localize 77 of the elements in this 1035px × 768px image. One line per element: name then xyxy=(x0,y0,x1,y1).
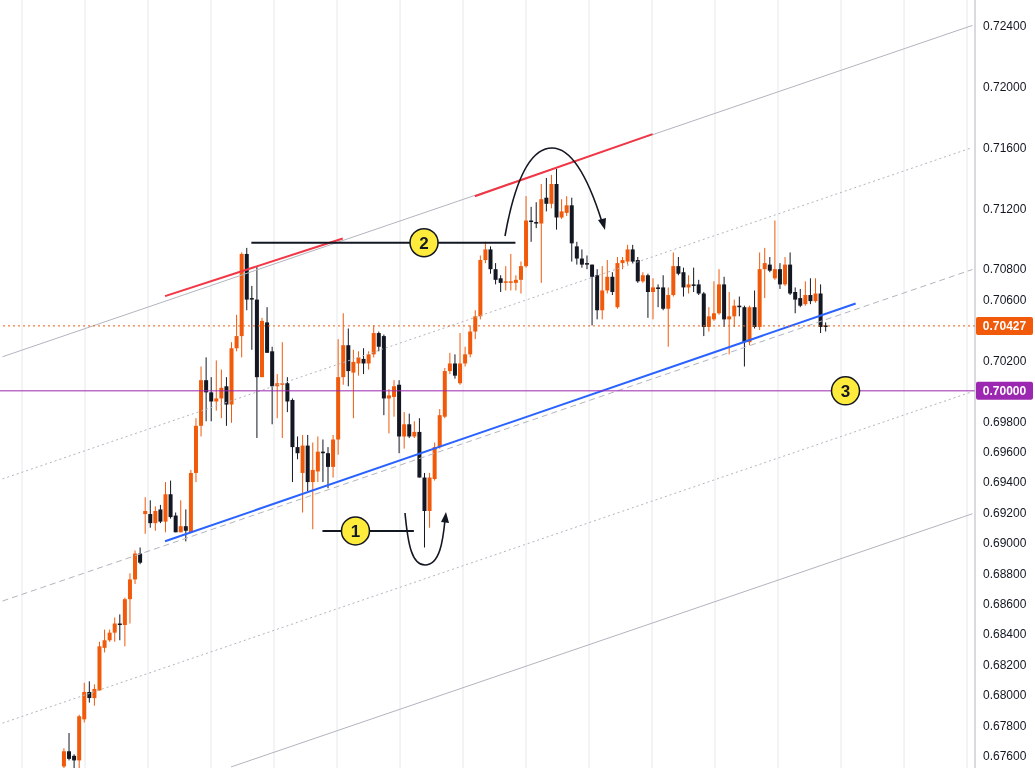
ref-line-label: 0.70000 xyxy=(982,383,1027,398)
y-tick-label: 0.70600 xyxy=(983,292,1027,307)
candlestick xyxy=(143,496,148,535)
y-tick-label: 0.71600 xyxy=(983,140,1027,155)
candlestick xyxy=(584,254,589,270)
candlestick xyxy=(513,274,518,291)
ref-line-label: 0.70427 xyxy=(982,318,1027,333)
candlestick xyxy=(625,244,630,266)
candlestick xyxy=(61,747,66,768)
candlestick xyxy=(148,499,153,529)
candlestick xyxy=(452,353,457,380)
y-tick-label: 0.68000 xyxy=(983,688,1027,703)
candlestick xyxy=(67,732,72,761)
annotation: 2 xyxy=(419,233,429,253)
y-tick-label: 0.70200 xyxy=(983,353,1027,368)
candlestick xyxy=(224,376,229,427)
candlestick xyxy=(204,356,209,422)
y-tick-label: 0.70800 xyxy=(983,262,1027,277)
candlestick xyxy=(315,435,320,483)
y-tick-label: 0.72400 xyxy=(983,19,1027,34)
y-tick-label: 0.69800 xyxy=(983,414,1027,429)
candlestick xyxy=(209,376,214,422)
candlestick xyxy=(803,280,808,307)
candlestick xyxy=(752,289,757,329)
candlestick xyxy=(87,680,92,704)
y-tick-label: 0.71200 xyxy=(983,201,1027,216)
candlestick xyxy=(772,220,777,281)
candlestick xyxy=(686,274,691,295)
candlestick xyxy=(518,261,523,295)
y-tick-label: 0.69600 xyxy=(983,444,1027,459)
candlestick xyxy=(651,277,655,320)
candlestick xyxy=(813,277,818,304)
candlestick xyxy=(183,508,188,542)
candlestick xyxy=(600,265,605,320)
annotation: 3 xyxy=(840,381,851,401)
candlestick xyxy=(178,499,183,533)
y-tick-label: 0.69000 xyxy=(983,536,1027,551)
candlestick xyxy=(544,177,549,212)
candlestick xyxy=(488,245,493,275)
candlestick xyxy=(777,262,782,290)
candlestick xyxy=(463,346,468,368)
candlestick xyxy=(447,352,452,375)
candlestick xyxy=(112,616,117,643)
annotation: 1 xyxy=(350,521,361,541)
candlestick xyxy=(656,283,661,308)
candlestick xyxy=(762,247,767,299)
y-tick-label: 0.68200 xyxy=(983,657,1027,672)
candlestick xyxy=(458,332,463,386)
candlestick xyxy=(610,271,615,296)
candlestick xyxy=(402,411,407,450)
y-tick-label: 0.67800 xyxy=(983,718,1027,733)
candlestick xyxy=(295,435,300,460)
candlestick xyxy=(645,273,650,319)
candlestick xyxy=(564,195,569,217)
candlestick xyxy=(127,572,132,625)
candlestick xyxy=(102,629,107,653)
candlestick xyxy=(808,277,813,305)
candlestick xyxy=(605,259,610,295)
candlestick xyxy=(214,359,219,412)
candlestick xyxy=(549,174,554,209)
y-tick-label: 0.68400 xyxy=(983,627,1027,642)
candlestick xyxy=(407,413,412,439)
y-tick-label: 0.68600 xyxy=(983,597,1027,612)
candlestick xyxy=(351,349,356,419)
y-tick-label: 0.68800 xyxy=(983,566,1027,581)
candlestick xyxy=(534,201,539,229)
candlestick xyxy=(783,256,788,287)
y-tick-label: 0.69200 xyxy=(983,505,1027,520)
candlestick xyxy=(153,505,158,532)
y-tick-label: 0.72000 xyxy=(983,79,1027,94)
candlestick xyxy=(326,446,330,489)
y-tick-label: 0.69400 xyxy=(983,475,1027,490)
candlestick xyxy=(366,350,371,371)
y-tick-label: 0.67600 xyxy=(983,749,1027,764)
candlestick xyxy=(158,504,163,524)
candlestick xyxy=(590,264,595,326)
candlestick xyxy=(574,241,579,266)
